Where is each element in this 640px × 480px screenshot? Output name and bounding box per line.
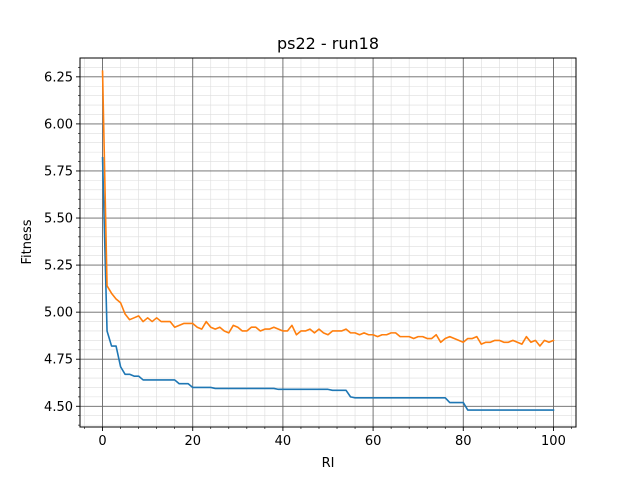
x-tick-label: 100 — [541, 434, 566, 449]
y-axis-label: Fitness — [20, 219, 35, 264]
axis-ticks — [76, 67, 572, 431]
minor-grid — [80, 58, 576, 427]
x-tick-label: 80 — [455, 434, 472, 449]
x-tick-label: 20 — [184, 434, 201, 449]
series-line-1 — [101, 156, 555, 411]
series-layer — [101, 70, 555, 411]
y-tick-label: 5.00 — [44, 306, 73, 321]
y-tick-label: 5.50 — [44, 212, 73, 227]
x-tick-label: 40 — [275, 434, 292, 449]
tick-labels: 0 20 40 60 80 100 4.50 4.75 5.00 5.25 5.50 5.75 6.00… — [44, 70, 566, 449]
y-tick-label: 5.75 — [44, 164, 73, 179]
series-line-2 — [101, 70, 555, 347]
y-tick-label: 4.50 — [44, 400, 73, 415]
x-tick-label: 60 — [365, 434, 382, 449]
y-tick-label: 6.00 — [44, 117, 73, 132]
y-tick-label: 4.75 — [44, 353, 73, 368]
plot-frame — [79, 57, 577, 428]
chart-title: ps22 - run18 — [277, 34, 379, 53]
x-tick-label: 0 — [98, 434, 106, 449]
plot-area — [80, 58, 576, 427]
y-tick-label: 5.25 — [44, 259, 73, 274]
major-grid — [80, 58, 576, 427]
x-axis-label: RI — [322, 456, 335, 471]
y-tick-label: 6.25 — [44, 70, 73, 85]
